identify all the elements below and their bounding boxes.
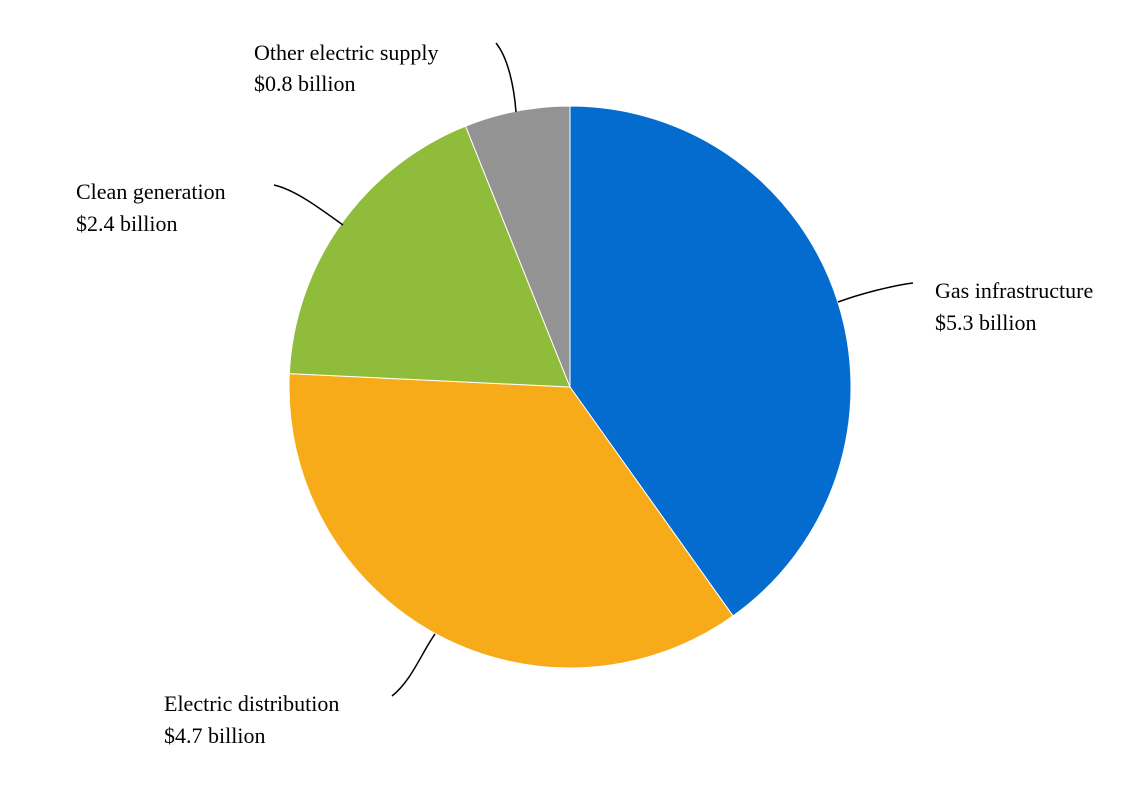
slice-label-other-electric-supply: Other electric supply $0.8 billion bbox=[254, 40, 439, 96]
pie-slice-other-electric-supply bbox=[464, 105, 571, 388]
pie-slice-gas-infrastructure bbox=[569, 105, 852, 617]
slice-name: Gas infrastructure bbox=[935, 278, 1093, 303]
leader-line-clean-generation bbox=[273, 184, 344, 226]
leader-line-electric-distribution bbox=[391, 633, 436, 697]
slice-value-label: $2.4 billion bbox=[76, 211, 177, 236]
slice-value-label: $0.8 billion bbox=[254, 71, 355, 96]
leader-line-other-electric-supply bbox=[495, 42, 517, 113]
slice-label-electric-distribution: Electric distribution $4.7 billion bbox=[164, 691, 339, 748]
pie-slices bbox=[288, 105, 852, 669]
slice-value-label: $5.3 billion bbox=[935, 310, 1036, 335]
slice-value-label: $4.7 billion bbox=[164, 723, 265, 748]
leader-line-gas-infrastructure bbox=[837, 282, 914, 303]
pie-slice-electric-distribution bbox=[288, 373, 734, 669]
slice-name: Electric distribution bbox=[164, 691, 339, 716]
slice-label-clean-generation: Clean generation $2.4 billion bbox=[76, 179, 226, 236]
slice-name: Other electric supply bbox=[254, 40, 439, 65]
slice-label-gas-infrastructure: Gas infrastructure $5.3 billion bbox=[935, 278, 1093, 335]
slice-name: Clean generation bbox=[76, 179, 226, 204]
